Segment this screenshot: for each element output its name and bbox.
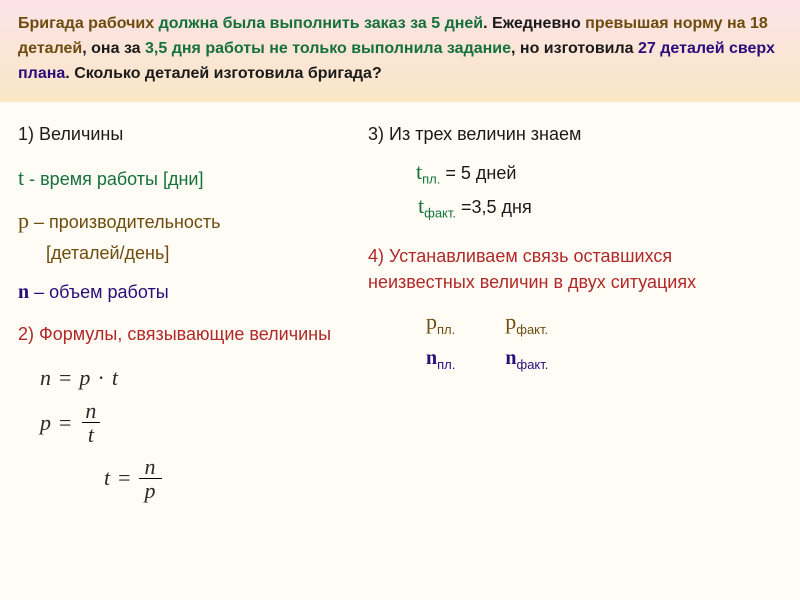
formula-n: n = p ∙ t — [40, 365, 338, 391]
formula-block: n = p ∙ t p = n t t = n p — [18, 365, 338, 501]
def-n: n – объем работы — [18, 278, 338, 306]
relation-section: 4) Устанавливаем связь оставшихся неизве… — [368, 243, 782, 372]
fraction: n t — [79, 399, 102, 446]
left-column: 1) Величины t - время работы [дни] p – п… — [18, 124, 338, 509]
heading-quantities: 1) Величины — [18, 124, 338, 145]
sub-fact: факт. — [516, 322, 548, 337]
t-plan-line: tпл. = 5 дней — [368, 159, 782, 187]
eq: = — [118, 465, 130, 491]
def-p: p – производительность — [18, 206, 338, 237]
t-fact-line: tфакт. =3,5 дня — [368, 193, 782, 221]
denominator: t — [82, 422, 100, 446]
var-n: n — [426, 347, 437, 369]
p-plan: pпл. — [426, 309, 455, 337]
heading-known: 3) Из трех величин знаем — [368, 124, 782, 145]
eq: = — [59, 410, 71, 436]
formula-p: p = n t — [40, 399, 338, 446]
desc-t: - время работы [дни] — [24, 169, 203, 189]
def-t: t - время работы [дни] — [18, 163, 338, 194]
heading-relation: 4) Устанавливаем связь оставшихся неизве… — [368, 243, 782, 295]
var-n: n — [505, 347, 516, 369]
solution-area: 1) Величины t - время работы [дни] p – п… — [0, 102, 800, 509]
seg: . Ежедневно — [483, 15, 581, 32]
desc-p: – производительность — [29, 212, 221, 232]
seg-subject: Бригада рабочих — [18, 15, 154, 32]
f-n: n — [40, 365, 51, 391]
var-p: p — [426, 309, 437, 334]
def-p-unit: [деталей/день] — [18, 241, 338, 266]
problem-statement: Бригада рабочих должна была выполнить за… — [0, 0, 800, 102]
val: =3,5 дня — [456, 197, 532, 217]
seg-condition3: 3,5 дня работы не только выполнила задан… — [145, 40, 511, 57]
eq: = — [59, 365, 71, 391]
seg-question: . Сколько деталей изготовила бригада? — [65, 65, 381, 82]
f-p: p — [79, 365, 90, 391]
val: = 5 дней — [440, 163, 516, 183]
n-fact: nфакт. — [505, 347, 548, 372]
formula-t: t = n p — [40, 455, 338, 502]
known-values-section: 3) Из трех величин знаем tпл. = 5 дней t… — [368, 124, 782, 220]
p-pair: pпл. pфакт. — [368, 309, 782, 337]
seg-condition1: должна была выполнить заказ за 5 дней — [159, 15, 484, 32]
dot: ∙ — [98, 365, 104, 391]
denominator: p — [139, 478, 162, 502]
numerator: n — [79, 399, 102, 422]
desc-n: – объем работы — [29, 282, 169, 302]
sub-fact: факт. — [517, 357, 549, 372]
fraction: n p — [139, 455, 162, 502]
seg: , она за — [82, 40, 140, 57]
var-p: p — [18, 208, 29, 233]
right-column: 3) Из трех величин знаем tпл. = 5 дней t… — [368, 124, 782, 509]
numerator: n — [139, 455, 162, 478]
f-t: t — [104, 465, 110, 491]
sub-fact: факт. — [424, 206, 456, 221]
n-plan: nпл. — [426, 347, 455, 372]
var-n: n — [18, 281, 29, 303]
sub-plan: пл. — [437, 357, 455, 372]
sub-plan: пл. — [422, 172, 440, 187]
p-fact: pфакт. — [505, 309, 548, 337]
seg: , но изготовила — [511, 40, 634, 57]
var-p: p — [505, 309, 516, 334]
f-t: t — [112, 365, 118, 391]
sub-plan: пл. — [437, 322, 455, 337]
f-p: p — [40, 410, 51, 436]
n-pair: nпл. nфакт. — [368, 347, 782, 372]
heading-formulas: 2) Формулы, связывающие величины — [18, 322, 338, 347]
